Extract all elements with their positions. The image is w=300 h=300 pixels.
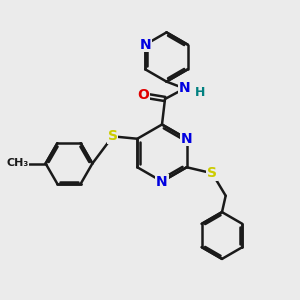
- Text: S: S: [207, 166, 217, 180]
- Text: S: S: [108, 129, 118, 143]
- Text: O: O: [137, 88, 149, 102]
- Text: H: H: [195, 85, 205, 99]
- Text: CH₃: CH₃: [7, 158, 29, 169]
- Text: N: N: [140, 38, 151, 52]
- Text: N: N: [156, 175, 168, 188]
- Text: N: N: [179, 82, 190, 95]
- Text: N: N: [181, 132, 193, 146]
